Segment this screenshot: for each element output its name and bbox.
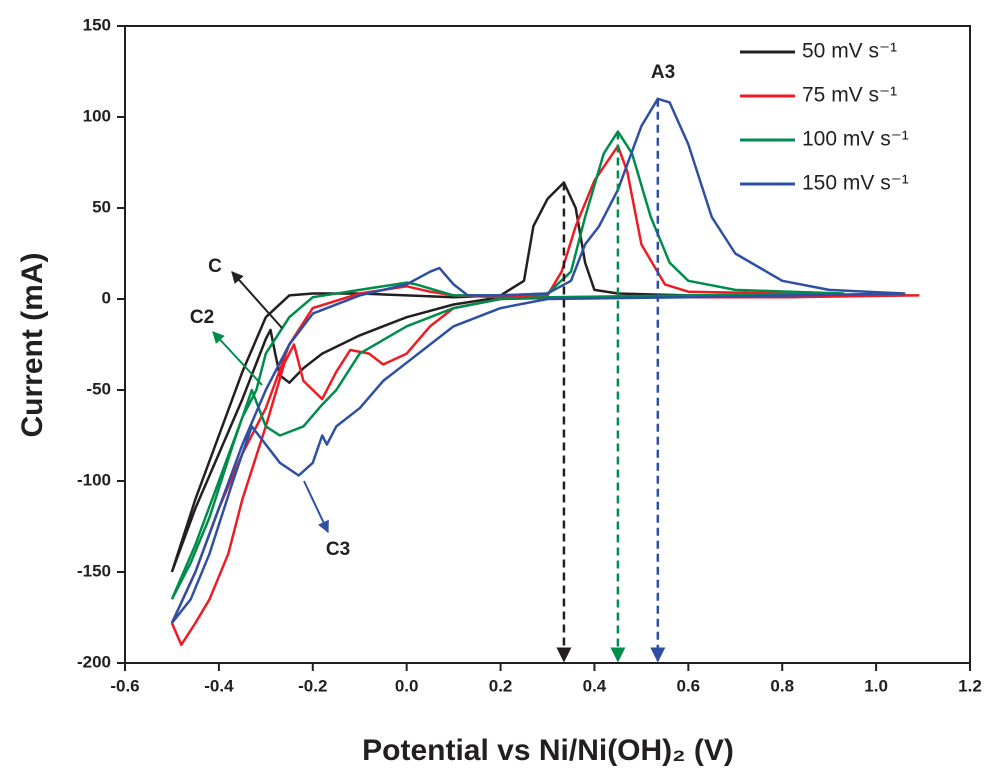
cv-curve [170, 130, 845, 600]
y-tick-label: -150 [77, 561, 111, 580]
y-tick-label: -100 [77, 470, 111, 489]
x-tick-label: 0.4 [583, 676, 607, 695]
legend-label: 75 mV s⁻¹ [802, 84, 897, 107]
y-tick-label: -50 [86, 379, 111, 398]
y-tick-label: 100 [83, 106, 111, 125]
legend-label: 50 mV s⁻¹ [802, 40, 897, 63]
x-tick-label: 0.6 [677, 676, 701, 695]
cv-curve [170, 97, 906, 624]
x-tick-label: 0.8 [770, 676, 794, 695]
y-axis-title: Current (mA) [16, 253, 49, 438]
annotation: A3 [651, 62, 675, 83]
x-tick-label: 0.2 [489, 676, 513, 695]
annotation-arrow [303, 480, 329, 534]
x-axis-title: Potential vs Ni/Ni(OH)₂ (V) [362, 734, 734, 767]
x-tick-label: 1.0 [864, 676, 888, 695]
y-tick-label: 50 [92, 197, 111, 216]
x-tick-label: -0.2 [298, 676, 327, 695]
annotation-arrow [231, 271, 283, 329]
annotation: C [208, 256, 222, 277]
x-tick-label: -0.4 [204, 676, 234, 695]
y-tick-label: 150 [83, 15, 111, 34]
y-tick-label: -200 [77, 652, 111, 671]
y-tick-label: 0 [102, 288, 111, 307]
legend-label: 150 mV s⁻¹ [802, 172, 909, 195]
x-tick-label: 0.0 [395, 676, 419, 695]
annotation-arrow [212, 331, 263, 386]
x-tick-label: -0.6 [110, 676, 139, 695]
annotation: C2 [190, 307, 214, 328]
x-tick-label: 1.2 [958, 676, 982, 695]
annotation: C3 [326, 539, 350, 560]
cv-curve [170, 144, 920, 647]
legend-label: 100 mV s⁻¹ [802, 128, 909, 151]
plot-frame [124, 25, 971, 664]
